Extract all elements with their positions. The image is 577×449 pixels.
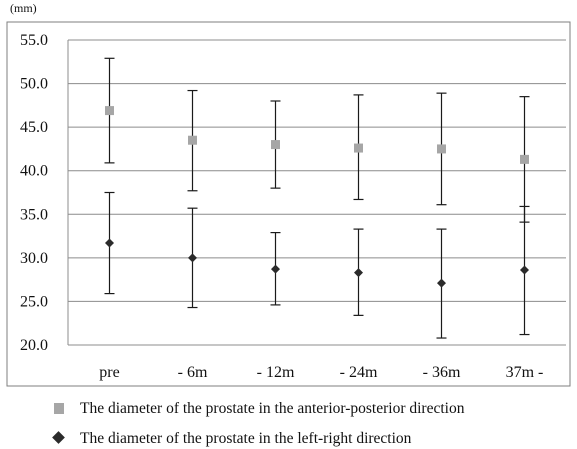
data-point-diamond <box>105 238 114 248</box>
data-point-diamond <box>271 264 280 274</box>
series-2 <box>104 191 530 339</box>
x-axis-ticks: pre - 6m - 12m - 24m - 36m 37m - <box>99 364 543 381</box>
data-point-diamond <box>188 253 197 263</box>
legend-label-left-right: The diameter of the prostate in the left… <box>80 430 412 447</box>
data-point-diamond <box>437 278 446 288</box>
plot-frame <box>6 21 571 387</box>
legend-item-left-right: The diameter of the prostate in the left… <box>52 430 411 448</box>
y-tick-label: 30.0 <box>20 250 48 267</box>
legend-label-anterior-posterior: The diameter of the prostate in the ante… <box>80 400 465 417</box>
x-tick-label: - 12m <box>257 364 295 381</box>
x-tick-label: - 6m <box>178 364 208 381</box>
y-tick-label: 55.0 <box>20 32 48 49</box>
square-marker-icon <box>54 403 64 414</box>
data-point-square <box>437 144 446 154</box>
data-point-diamond <box>354 268 363 278</box>
data-point-square <box>271 140 280 150</box>
x-tick-label: 37m - <box>506 364 544 381</box>
x-tick-label: - 24m <box>340 364 378 381</box>
data-point-diamond <box>520 265 529 275</box>
data-point-square <box>354 143 363 153</box>
data-point-square <box>520 154 529 164</box>
x-tick-label: pre <box>99 364 119 381</box>
y-axis-unit: (mm) <box>10 1 37 15</box>
y-tick-label: 25.0 <box>20 293 48 310</box>
diamond-marker-icon <box>52 431 65 444</box>
y-tick-label: 35.0 <box>20 206 48 223</box>
y-tick-label: 20.0 <box>20 337 48 354</box>
y-tick-label: 50.0 <box>20 76 48 93</box>
legend-item-anterior-posterior: The diameter of the prostate in the ante… <box>52 400 464 418</box>
series-1 <box>104 57 530 223</box>
data-point-square <box>105 106 114 116</box>
y-axis-ticks: 20.0 25.0 30.0 35.0 40.0 45.0 50.0 55.0 <box>20 32 48 354</box>
y-tick-label: 40.0 <box>20 163 48 180</box>
x-tick-label: - 36m <box>423 364 461 381</box>
gridlines <box>67 39 566 346</box>
y-tick-label: 45.0 <box>20 119 48 136</box>
data-point-square <box>188 135 197 145</box>
data-series <box>104 57 530 339</box>
